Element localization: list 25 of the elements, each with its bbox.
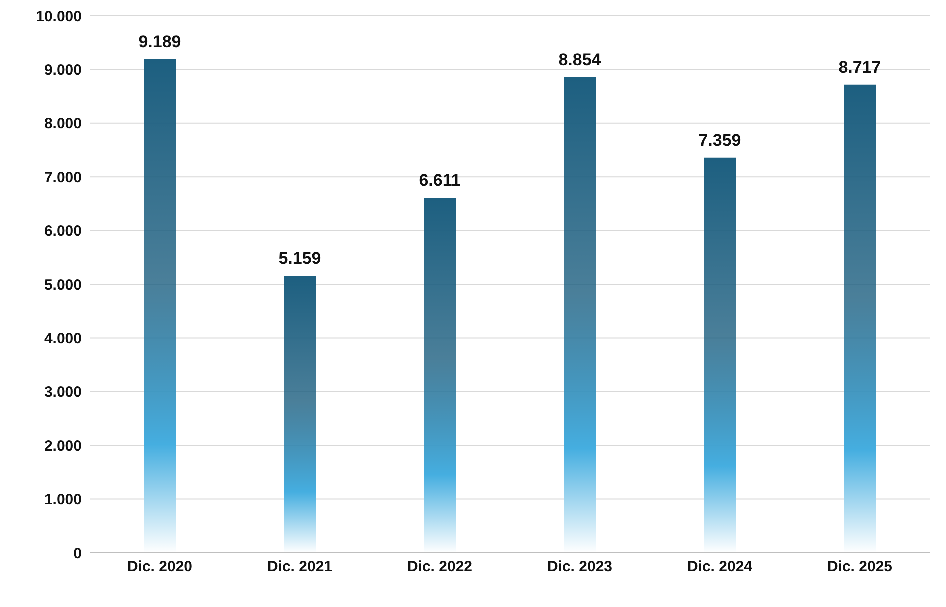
y-tick-label: 0: [74, 545, 82, 562]
y-tick-label: 4.000: [44, 330, 82, 348]
x-tick-label: Dic. 2022: [407, 558, 473, 576]
y-tick-label: 5.000: [44, 276, 82, 294]
x-tick-label: Dic. 2023: [547, 558, 613, 576]
y-tick-label: 6.000: [44, 223, 82, 240]
data-label: 9.189: [138, 32, 182, 52]
y-tick-label: 8.000: [44, 116, 82, 133]
y-tick-label: 10.000: [36, 8, 82, 26]
y-tick-label: 9.000: [44, 62, 82, 80]
data-label: 8.854: [558, 50, 602, 70]
x-tick-label: Dic. 2020: [127, 558, 193, 576]
x-tick-label: Dic. 2021: [267, 558, 333, 576]
x-tick-label: Dic. 2025: [827, 558, 893, 576]
data-label: 6.611: [419, 170, 461, 190]
data-label: 7.359: [698, 130, 742, 150]
y-tick-label: 1.000: [44, 492, 82, 509]
y-tick-label: 7.000: [44, 169, 82, 186]
bar: [284, 276, 316, 553]
data-label: 8.717: [838, 58, 882, 77]
y-tick-label: 2.000: [44, 438, 82, 455]
bar: [424, 198, 456, 553]
data-label: 5.159: [278, 248, 322, 268]
x-tick-label: Dic. 2024: [687, 558, 754, 576]
y-tick-label: 3.000: [44, 384, 82, 402]
